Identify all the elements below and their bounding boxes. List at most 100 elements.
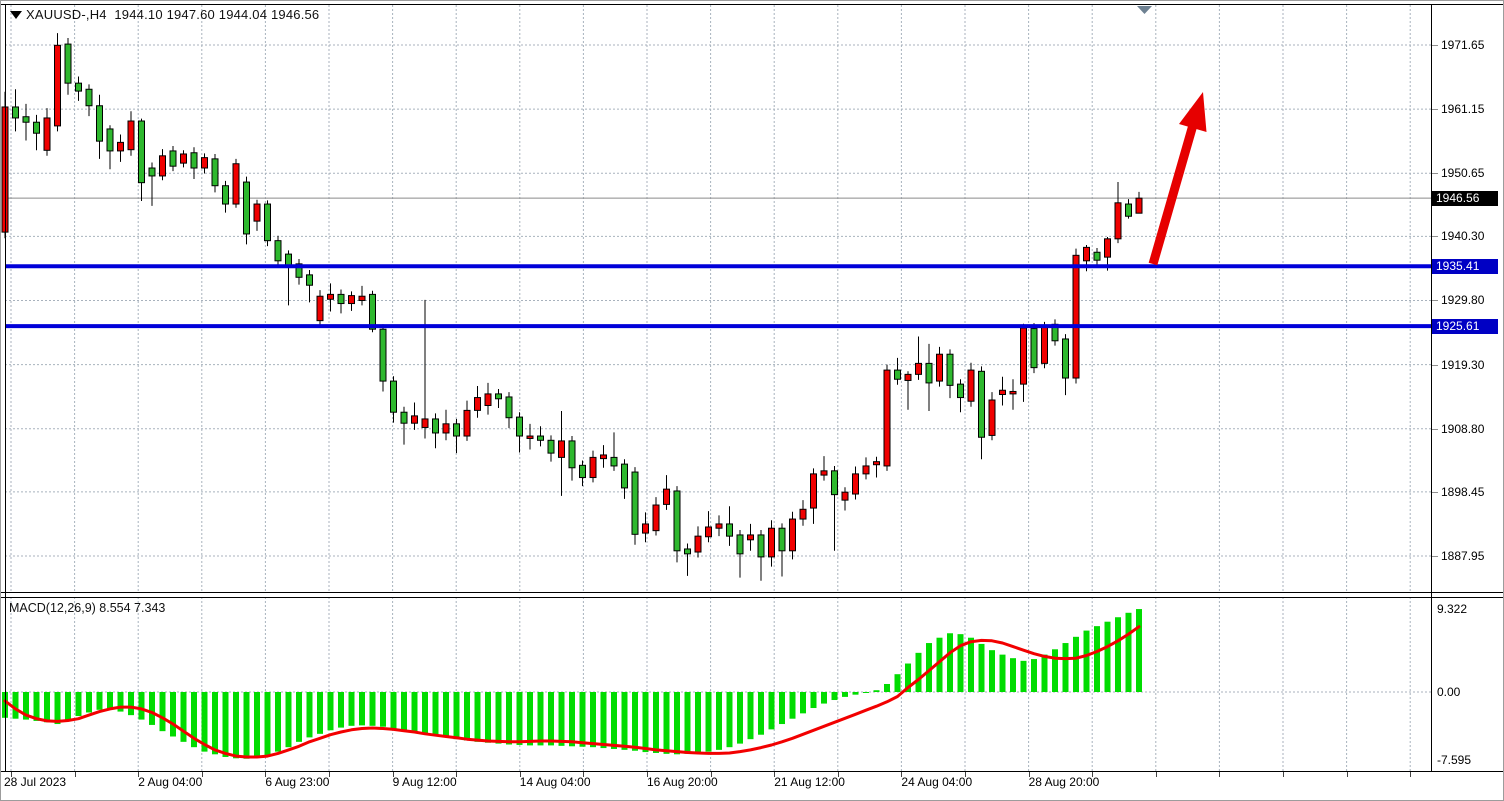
macd-bar bbox=[768, 692, 775, 730]
macd-bar bbox=[936, 637, 943, 692]
macd-bar bbox=[527, 692, 533, 746]
macd-bar bbox=[989, 650, 995, 692]
macd-bar bbox=[1031, 659, 1037, 692]
macd-bar bbox=[716, 692, 722, 750]
candle-bear bbox=[610, 456, 618, 467]
macd-bar bbox=[1062, 643, 1069, 692]
macd-bar bbox=[33, 692, 40, 721]
macd-bar bbox=[705, 692, 712, 752]
macd-bar bbox=[758, 692, 764, 735]
macd-bar bbox=[978, 643, 985, 692]
macd-bar bbox=[453, 692, 460, 740]
macd-bar bbox=[873, 690, 880, 692]
macd-signal-line bbox=[3, 625, 1141, 759]
macd-bar bbox=[369, 692, 376, 726]
macd-bar bbox=[1041, 654, 1048, 692]
macd-bar bbox=[516, 692, 523, 745]
candle-bear bbox=[505, 396, 513, 419]
macd-bar bbox=[317, 692, 323, 734]
macd-bar bbox=[1052, 649, 1058, 692]
candle-bear bbox=[568, 440, 576, 469]
candle-bear bbox=[547, 439, 555, 454]
candle-bear bbox=[726, 523, 733, 537]
candle-bear bbox=[390, 380, 397, 413]
macd-bar bbox=[831, 692, 838, 701]
macd-bar bbox=[23, 692, 29, 720]
candle-bull bbox=[117, 141, 124, 152]
macd-bar bbox=[884, 683, 890, 692]
candle-bull bbox=[1009, 390, 1017, 395]
candle-bear bbox=[379, 328, 387, 382]
macd-bar bbox=[212, 692, 218, 755]
macd-bar bbox=[495, 692, 502, 744]
candle-bear bbox=[400, 411, 408, 424]
macd-bar bbox=[695, 692, 701, 753]
candle-bull bbox=[474, 397, 481, 411]
last-bar-marker-icon[interactable] bbox=[1137, 6, 1152, 14]
macd-bar bbox=[474, 692, 481, 742]
macd-bar bbox=[905, 663, 911, 692]
candle-bull bbox=[883, 369, 891, 467]
candle-bear bbox=[894, 369, 901, 380]
macd-bar bbox=[684, 692, 691, 754]
trend-arrow-annotation[interactable] bbox=[1148, 92, 1207, 266]
macd-bar bbox=[726, 692, 733, 748]
candle-bull bbox=[810, 473, 817, 509]
macd-bar bbox=[947, 633, 953, 692]
candle-bull bbox=[1114, 202, 1122, 240]
candle-bear bbox=[673, 490, 681, 552]
candle-bull bbox=[159, 155, 166, 177]
macd-bar bbox=[915, 652, 922, 692]
macd-bar bbox=[411, 692, 418, 733]
candle-bear bbox=[516, 416, 523, 437]
candle-bull bbox=[201, 157, 208, 169]
macd-bar bbox=[390, 692, 397, 729]
pane-borders bbox=[1, 4, 1503, 772]
macd-bar bbox=[201, 692, 208, 752]
macd-bar bbox=[674, 692, 680, 755]
candle-bear bbox=[453, 423, 460, 437]
candle-bull bbox=[988, 399, 996, 436]
macd-bar bbox=[264, 692, 271, 756]
macd-bar bbox=[852, 692, 859, 695]
macd-bar bbox=[621, 692, 628, 750]
macd-bar bbox=[432, 692, 439, 736]
candle-bear bbox=[1062, 338, 1069, 379]
macd-bar bbox=[180, 692, 187, 742]
candle-bull bbox=[841, 491, 849, 501]
macd-bar bbox=[233, 692, 239, 759]
macd-bar bbox=[506, 692, 512, 745]
macd-bar bbox=[894, 674, 901, 692]
macd-bar bbox=[86, 692, 92, 713]
macd-bar bbox=[243, 692, 250, 759]
macd-bar bbox=[128, 692, 134, 716]
candle-bear bbox=[148, 167, 156, 177]
candle-bull bbox=[852, 473, 859, 495]
candle-bull bbox=[589, 456, 597, 479]
candle-bear bbox=[925, 362, 933, 384]
candle-bull bbox=[1083, 246, 1090, 262]
candle-bear bbox=[96, 105, 103, 142]
candle-bull bbox=[999, 389, 1006, 396]
macd-bar bbox=[810, 692, 817, 709]
macd-bar bbox=[254, 692, 260, 758]
candle-bear bbox=[978, 370, 985, 438]
candle-bear bbox=[1125, 203, 1132, 217]
candle-bear bbox=[33, 121, 40, 134]
candle-bear bbox=[22, 116, 30, 123]
macd-bar bbox=[327, 692, 334, 731]
candle-bear bbox=[736, 534, 744, 555]
candle-bull bbox=[232, 163, 240, 205]
macd-bar bbox=[999, 654, 1006, 692]
macd-bar bbox=[821, 692, 827, 704]
macd-bar bbox=[464, 692, 470, 741]
macd-bar bbox=[600, 692, 607, 749]
candle-bull bbox=[54, 44, 61, 127]
candle-bull bbox=[873, 461, 880, 466]
macd-bar bbox=[107, 692, 113, 710]
candle-bear bbox=[264, 203, 271, 242]
candle-bull bbox=[768, 527, 775, 558]
candle-bull bbox=[484, 393, 492, 407]
macd-bar bbox=[422, 692, 428, 734]
